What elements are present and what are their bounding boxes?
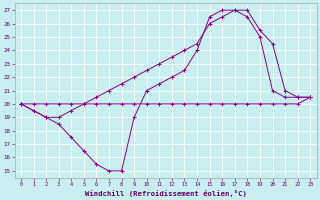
X-axis label: Windchill (Refroidissement éolien,°C): Windchill (Refroidissement éolien,°C) <box>85 190 246 197</box>
